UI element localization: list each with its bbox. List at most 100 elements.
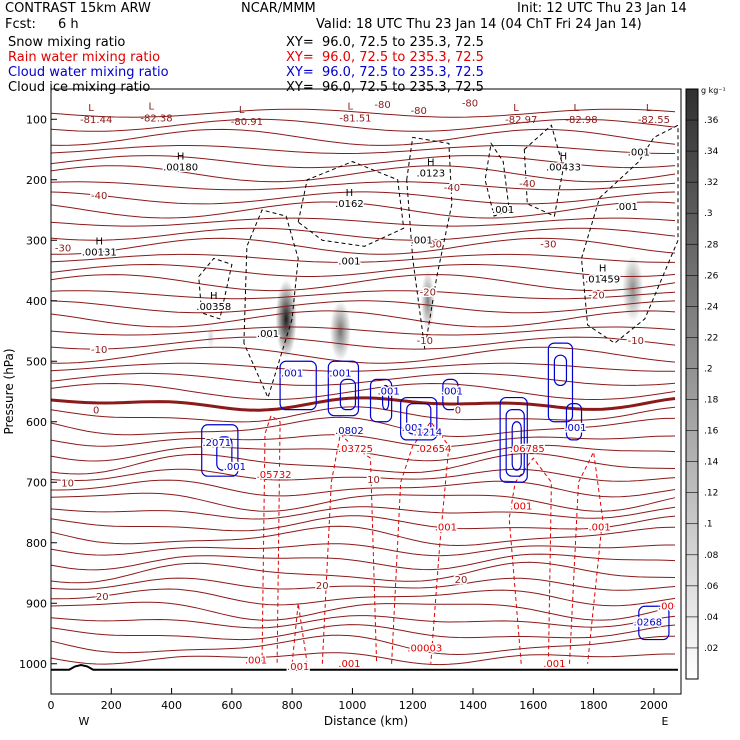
temperature-contour (51, 181, 676, 191)
x-tick-label: 800 (282, 699, 303, 712)
cloud-label: .2071 (202, 438, 231, 449)
temperature-label: -10 (91, 345, 107, 356)
cloud-contour (499, 396, 528, 483)
low-value-label: -81.51 (339, 113, 371, 124)
low-marker: L (646, 103, 652, 114)
temperature-contour (51, 191, 676, 205)
temperature-contour (51, 452, 676, 475)
low-marker: L (513, 103, 519, 114)
temperature-contour (51, 506, 676, 520)
cloud-label: .001 (377, 387, 399, 398)
center-title: NCAR/MMM (241, 1, 316, 16)
x-end-label-west: W (79, 715, 90, 728)
temperature-contour (51, 416, 675, 438)
cloud-contour (339, 378, 357, 411)
temperature-contour (51, 108, 676, 118)
snow-contour (484, 142, 510, 217)
cloud-label: .001 (329, 368, 351, 379)
colorbar-tick-label: .12 (704, 489, 718, 499)
temperature-contour (51, 525, 676, 547)
rain-label: .02654 (416, 444, 451, 455)
cloud-contour (406, 403, 432, 435)
temperature-label: -80 (374, 100, 390, 111)
snow-max-label: .0162 (335, 199, 364, 210)
colorbar-tick-label: .16 (704, 427, 719, 437)
low-value-label: -82.55 (638, 115, 670, 126)
snow-max-label: .00358 (196, 302, 231, 313)
cloud-contour (400, 396, 438, 441)
temperature-contour (51, 652, 675, 666)
temperature-contour (51, 588, 676, 607)
snow-contour (580, 124, 679, 344)
temperature-contour (51, 128, 676, 146)
temperature-contour (51, 237, 676, 255)
legend-ice-field: Cloud ice mixing ratio (8, 80, 151, 95)
temperature-contour (51, 479, 676, 498)
temperature-contour (51, 155, 676, 169)
temperature-contour (51, 561, 676, 584)
temperature-contour (51, 217, 676, 227)
temperature-contour (51, 253, 675, 263)
rain-label: .001 (245, 656, 267, 667)
x-axis-title: Distance (km) (324, 714, 408, 728)
legend-cloud-xy: XY= 96.0, 72.5 to 235.3, 72.5 (286, 65, 484, 80)
cloud-contour (216, 436, 233, 471)
legend-rain-xy: XY= 96.0, 72.5 to 235.3, 72.5 (286, 50, 484, 65)
temperature-contour (51, 553, 676, 571)
temperature-contour (51, 601, 676, 621)
temperature-label: -40 (519, 179, 535, 190)
ice-label: .001 (338, 256, 360, 267)
snow-max-label: .01459 (585, 275, 620, 286)
legend-ice-xy: XY= 96.0, 72.5 to 235.3, 72.5 (286, 80, 484, 95)
rain-contour (321, 432, 378, 664)
temperature-label: 10 (367, 475, 380, 486)
cloud-contour (201, 424, 239, 477)
temperature-contour (51, 372, 676, 386)
low-value-label: -80.91 (231, 117, 263, 128)
temperature-label: 20 (96, 592, 109, 603)
temperature-contour (51, 615, 676, 629)
colorbar-tick-label: .1 (704, 520, 713, 530)
temperature-contour (51, 310, 676, 328)
snow-contour (198, 257, 233, 320)
cloud-contour (381, 384, 390, 411)
rain-label: .001 (338, 659, 360, 670)
high-marker: H (95, 236, 103, 247)
x-tick-label: 1400 (459, 699, 487, 712)
temperature-label: -40 (444, 183, 460, 194)
snow-core-4 (206, 324, 215, 350)
rain-contour (291, 603, 308, 664)
ice-label: .001 (616, 202, 638, 213)
plot-frame (50, 88, 682, 695)
rain-label: .001 (543, 659, 565, 670)
x-end-label-east: E (662, 715, 669, 728)
cloud-contour (547, 342, 574, 423)
snow-max-label: .00433 (546, 163, 581, 174)
temperature-contour (51, 274, 676, 292)
temperature-contour (51, 300, 676, 314)
temperature-label: -20 (588, 291, 604, 302)
snow-max-label: .0123 (416, 169, 445, 180)
cloud-contour (369, 378, 393, 423)
x-tick-label: 1600 (519, 699, 547, 712)
rain-contour (261, 414, 281, 664)
terrain-line (51, 663, 678, 671)
x-tick-label: 2000 (640, 699, 668, 712)
snow-contour (406, 136, 453, 350)
temperature-label: -80 (462, 98, 478, 109)
temperature-label: -30 (540, 239, 556, 250)
cloud-label: .001 (564, 423, 586, 434)
temperature-label: 0 (455, 406, 461, 417)
temperature-contour (51, 201, 676, 219)
x-tick-label: 1000 (338, 699, 366, 712)
temperature-contour (51, 468, 676, 482)
temperature-contour (51, 515, 676, 532)
colorbar-tick-label: .26 (704, 271, 719, 281)
legend-cloud-field: Cloud water mixing ratio (8, 65, 169, 80)
temperature-contour (51, 624, 676, 641)
temperature-contour (51, 346, 676, 364)
low-value-label: -82.97 (505, 115, 537, 126)
temperature-contour (51, 290, 676, 300)
cloud-label: .001 (441, 387, 463, 398)
